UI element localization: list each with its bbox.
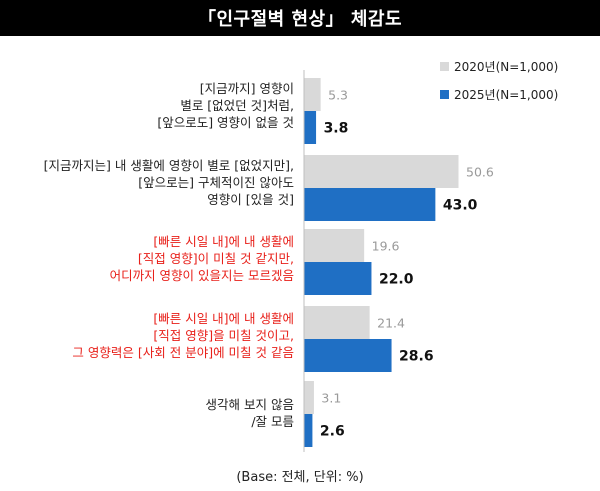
- legend-item-2025: 2025년(N=1,000): [440, 80, 558, 108]
- category-label-2: [지금까지는] 내 생활에 영향이 별로 [없었지만], [앞으로는] 구체적이…: [44, 157, 294, 208]
- category-label-2-line-2: [앞으로는] 구체적이진 않아도: [138, 175, 294, 190]
- category-label-3: [빠른 시일 내]에 내 생활에 [직접 영향]이 미칠 것 같지만, 어디까지…: [110, 233, 294, 284]
- category-label-5-line-1: 생각해 보지 않음: [205, 397, 294, 412]
- data-label-2020-cat-5: 3.1: [321, 391, 341, 406]
- bar-2025-cat-4: [304, 339, 392, 372]
- data-label-2025-cat-5: 2.6: [320, 424, 345, 440]
- bar-2025-cat-2: [304, 188, 436, 221]
- chart-title: 「인구절벽 현상」 체감도: [0, 0, 600, 36]
- category-label-3-line-3: 어디까지 영향이 있을지는 모르겠음: [109, 268, 294, 283]
- data-label-2020-cat-1: 5.3: [328, 88, 348, 103]
- bar-2020-cat-5: [304, 381, 314, 414]
- bar-2020-cat-1: [304, 78, 321, 111]
- category-label-4-line-1: [빠른 시일 내]에 내 생활에: [153, 311, 294, 326]
- category-label-5-line-2: /잘 모름: [251, 414, 294, 429]
- bar-2020-cat-2: [304, 155, 459, 188]
- category-label-1: [지금까지] 영향이 별로 [없었던 것]처럼, [앞으로도] 영향이 없을 것: [157, 80, 294, 131]
- category-label-5: 생각해 보지 않음 /잘 모름: [206, 396, 294, 430]
- data-label-2020-cat-2: 50.6: [466, 165, 494, 180]
- category-label-2-line-3: 영향이 [있을 것]: [207, 192, 294, 207]
- bar-2020-cat-4: [304, 306, 370, 339]
- bar-2025-cat-5: [304, 414, 313, 447]
- data-label-2020-cat-3: 19.6: [372, 239, 400, 254]
- legend-label-2025: 2025년(N=1,000): [454, 87, 559, 102]
- data-label-2025-cat-4: 28.6: [399, 349, 434, 365]
- data-label-2025-cat-1: 3.8: [324, 121, 349, 137]
- data-label-2025-cat-2: 43.0: [443, 198, 478, 214]
- category-label-4-line-2: [직접 영향]을 미칠 것이고,: [153, 328, 294, 343]
- data-label-2025-cat-3: 22.0: [379, 272, 414, 288]
- base-note: (Base: 전체, 단위: %): [236, 470, 364, 485]
- data-label-2020-cat-4: 21.4: [377, 316, 405, 331]
- category-label-3-line-1: [빠른 시일 내]에 내 생활에: [153, 234, 294, 249]
- category-label-4-line-3: 그 영향력은 [사회 전 분야]에 미칠 것 같음: [72, 345, 294, 360]
- category-label-1-line-3: [앞으로도] 영향이 없을 것: [157, 115, 294, 130]
- category-label-3-line-2: [직접 영향]이 미칠 것 같지만,: [137, 251, 294, 266]
- legend-item-2020: 2020년(N=1,000): [440, 52, 558, 80]
- category-label-1-line-2: 별로 [없었던 것]처럼,: [180, 98, 294, 113]
- bar-2025-cat-1: [304, 111, 317, 144]
- category-label-1-line-1: [지금까지] 영향이: [199, 81, 294, 96]
- bar-2020-cat-3: [304, 229, 365, 262]
- category-label-2-line-1: [지금까지는] 내 생활에 영향이 별로 [없었지만],: [43, 158, 294, 173]
- category-label-4: [빠른 시일 내]에 내 생활에 [직접 영향]을 미칠 것이고, 그 영향력은…: [72, 310, 294, 361]
- legend: 2020년(N=1,000) 2025년(N=1,000): [440, 52, 558, 108]
- legend-swatch-2020: [440, 61, 449, 71]
- legend-label-2020: 2020년(N=1,000): [454, 59, 559, 74]
- bar-2025-cat-3: [304, 262, 372, 295]
- legend-swatch-2025: [440, 89, 449, 99]
